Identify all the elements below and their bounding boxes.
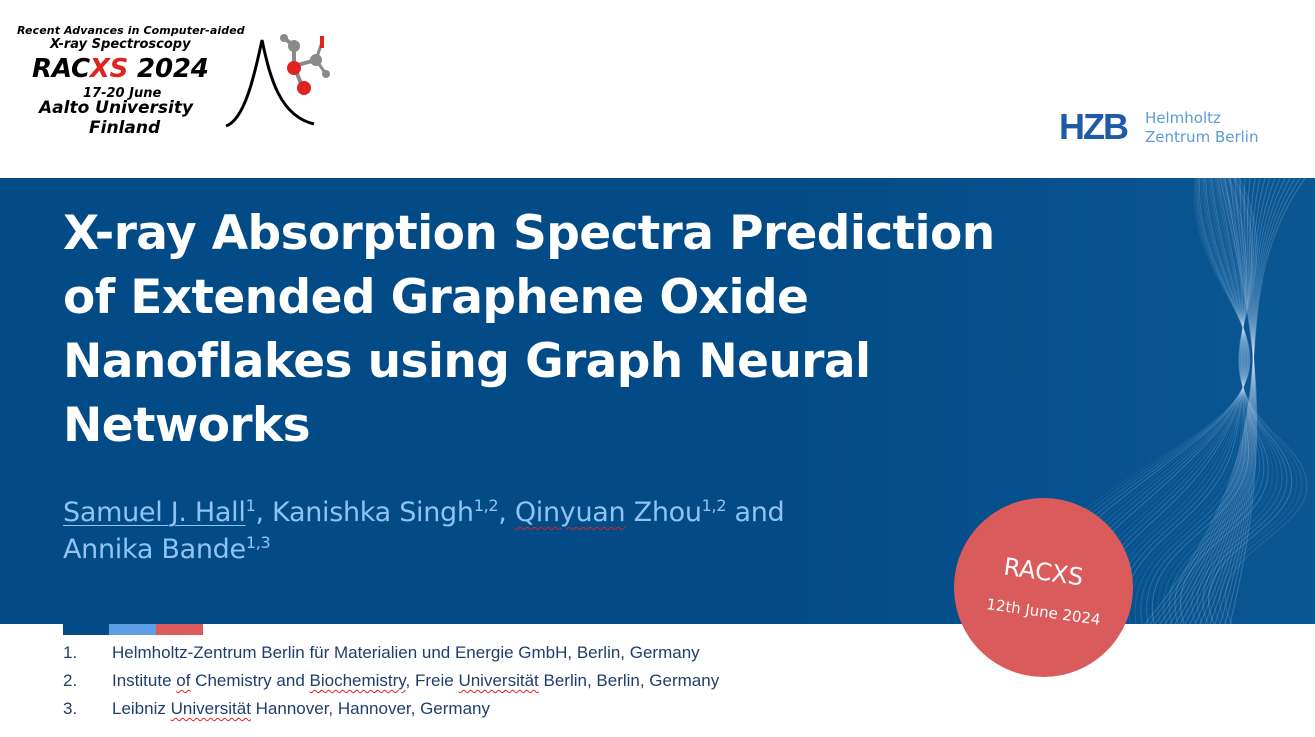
affiliation-text: Leibniz Universität Hannover, Hannover, …	[112, 699, 490, 718]
affiliation-number: 3.	[63, 699, 78, 718]
page-title: X-ray Absorption Spectra Prediction of E…	[63, 206, 995, 453]
logo-dates: 17-20 June	[83, 86, 162, 101]
hzb-mark: HZB	[1059, 106, 1129, 147]
conference-logo: Recent Advances in Computer-aided X-ray …	[14, 24, 344, 144]
affiliation-text: Helmholtz-Zentrum Berlin für Materialien…	[112, 643, 700, 662]
author-list: Samuel J. Hall1, Kanishka Singh1,2, Qiny…	[63, 496, 785, 565]
affiliation-number: 2.	[63, 671, 78, 690]
hzb-logo: HZB Helmholtz Zentrum Berlin	[1059, 106, 1289, 152]
logo-subtitle-line2: X-ray Spectroscopy	[50, 37, 191, 52]
badge-date: 12th June 2024	[985, 595, 1102, 629]
accent-bar-red	[156, 624, 203, 635]
affiliation-text: Institute of Chemistry and Biochemistry,…	[112, 671, 720, 690]
spectrum-molecule-icon	[225, 34, 330, 128]
logo-subtitle-line1: Recent Advances in Computer-aided	[17, 24, 245, 37]
logo-country: Finland	[89, 118, 161, 138]
logo-university: Aalto University	[39, 98, 194, 118]
author-link-hall[interactable]: Samuel J. Hall	[63, 497, 246, 528]
event-badge: RACXS 12th June 2024	[954, 498, 1133, 677]
badge-title: RACXS	[1001, 552, 1086, 592]
accent-bar-light	[109, 624, 156, 635]
logo-brand: RACXS 2024	[32, 54, 209, 84]
hzb-name: Helmholtz Zentrum Berlin	[1145, 109, 1259, 146]
accent-bar-dark	[63, 624, 109, 635]
affiliation-number: 1.	[63, 643, 78, 662]
